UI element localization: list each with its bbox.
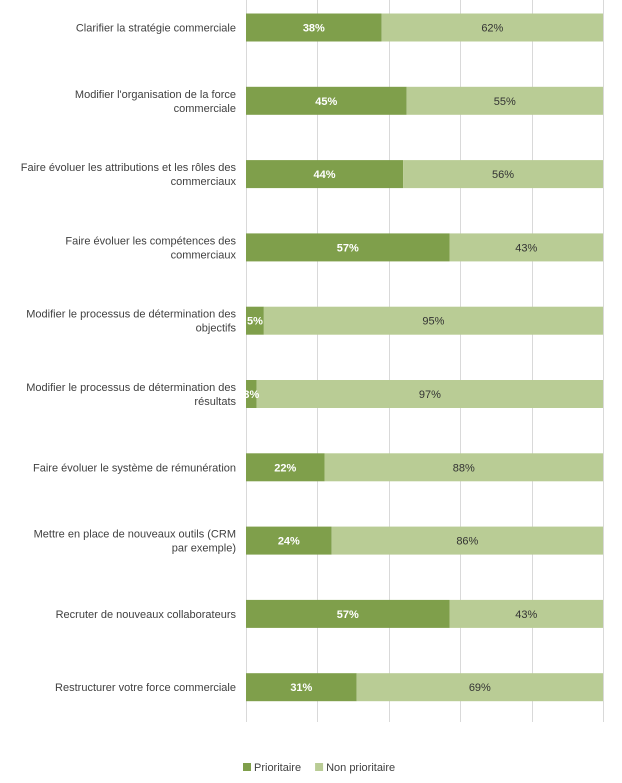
bar-non-prioritaire (449, 233, 603, 262)
bar-non-prioritaire (403, 160, 603, 189)
bar-non-prioritaire (356, 673, 603, 702)
category-label-line: Faire évoluer les compétences des (65, 235, 236, 247)
bar-non-prioritaire (331, 526, 603, 555)
data-label-prioritaire: 57% (337, 242, 359, 254)
category-label: Modifier l'organisation de la force comme… (75, 89, 236, 115)
bar-prioritaire (246, 13, 382, 42)
category-label-line: Recruter de nouveaux collaborateurs (56, 609, 237, 621)
category-label-line: Modifier l'organisation de la force (75, 89, 236, 101)
legend-swatch-non-prioritaire (315, 763, 324, 771)
bar-prioritaire (246, 526, 332, 555)
bar-prioritaire (246, 599, 450, 628)
bar-prioritaire (246, 380, 257, 408)
category-label: Mettre en place de nouveaux outils (CRM p… (34, 529, 236, 555)
bar-prioritaire (246, 160, 404, 189)
bars (246, 13, 603, 702)
category-label: Restructurer votre force commerciale (55, 682, 236, 694)
category-label-line: Modifier le processus de détermination d… (26, 309, 236, 321)
category-label-line: Faire évoluer le système de rémunération (33, 462, 236, 474)
category-label-line: objectifs (196, 323, 237, 335)
data-label-prioritaire: 24% (278, 536, 300, 548)
bar-non-prioritaire (449, 599, 603, 628)
data-label-non-prioritaire: 55% (494, 96, 516, 108)
category-label-line: par exemple) (172, 543, 236, 555)
bar-labels: 38% 62% 45% 55% 44% 56% 57% 43% 5% 95% 3% 97% 22% 88%… (243, 23, 537, 695)
bar-prioritaire (246, 233, 450, 262)
category-label-line: Restructurer votre force commerciale (55, 682, 236, 694)
category-label-line: résultats (194, 396, 236, 408)
category-label-line: Clarifier la stratégie commerciale (76, 23, 236, 35)
bar-prioritaire (246, 86, 407, 115)
data-label-non-prioritaire: 43% (515, 242, 537, 254)
data-label-prioritaire: 38% (303, 23, 325, 35)
bar-prioritaire (246, 673, 357, 702)
bar-non-prioritaire (406, 86, 603, 115)
data-label-prioritaire: 3% (243, 389, 259, 401)
data-label-prioritaire: 5% (247, 316, 263, 328)
category-label-line: Mettre en place de nouveaux outils (CRM (34, 529, 236, 541)
bar-non-prioritaire (256, 380, 603, 408)
data-label-non-prioritaire: 86% (456, 536, 478, 548)
bar-non-prioritaire (381, 13, 603, 42)
legend: Prioritaire Non prioritaire (243, 762, 395, 774)
category-label: Faire évoluer les compétences des commerc… (65, 235, 236, 261)
data-label-non-prioritaire: 43% (515, 609, 537, 621)
data-label-non-prioritaire: 95% (422, 316, 444, 328)
category-label-line: commerciale (174, 103, 236, 115)
category-label: Faire évoluer les attributions et les rô… (21, 162, 237, 188)
category-label: Modifier le processus de détermination d… (26, 309, 236, 335)
category-labels: Clarifier la stratégie commerciale Modifi… (21, 23, 237, 695)
bar-prioritaire (246, 306, 264, 335)
bar-prioritaire (246, 453, 325, 482)
data-label-prioritaire: 44% (314, 169, 336, 181)
bar-non-prioritaire (324, 453, 603, 482)
data-label-prioritaire: 22% (274, 462, 296, 474)
data-label-prioritaire: 45% (315, 96, 337, 108)
category-label-line: commerciaux (171, 249, 237, 261)
category-label-line: Faire évoluer les attributions et les rô… (21, 162, 237, 174)
data-label-non-prioritaire: 97% (419, 389, 441, 401)
data-label-non-prioritaire: 56% (492, 169, 514, 181)
data-label-non-prioritaire: 62% (481, 23, 503, 35)
category-label: Clarifier la stratégie commerciale (76, 23, 236, 35)
bar-non-prioritaire (263, 306, 603, 335)
data-label-prioritaire: 31% (290, 682, 312, 694)
category-label-line: Modifier le processus de détermination d… (26, 382, 236, 394)
category-label: Modifier le processus de détermination d… (26, 382, 236, 408)
legend-label-non-prioritaire: Non prioritaire (326, 762, 395, 774)
category-label-line: commerciaux (171, 176, 237, 188)
legend-label-prioritaire: Prioritaire (254, 762, 301, 774)
data-label-prioritaire: 57% (337, 609, 359, 621)
category-label: Faire évoluer le système de rémunération (33, 462, 236, 474)
data-label-non-prioritaire: 69% (469, 682, 491, 694)
data-label-non-prioritaire: 88% (453, 462, 475, 474)
legend-swatch-prioritaire (243, 763, 251, 771)
category-label: Recruter de nouveaux collaborateurs (56, 609, 237, 621)
